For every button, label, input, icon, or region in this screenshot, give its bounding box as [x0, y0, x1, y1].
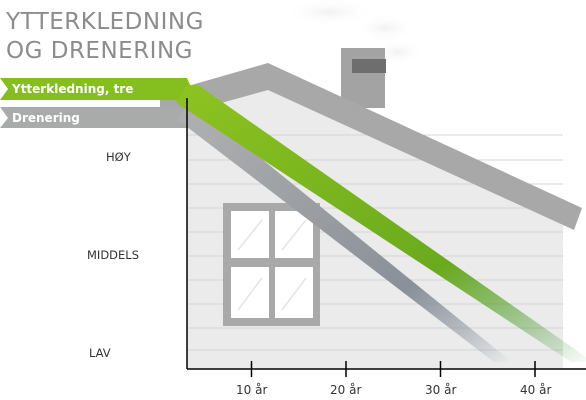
legend [0, 78, 197, 128]
series-band-ytterkledning [176, 85, 586, 362]
chimney-top [352, 59, 386, 73]
x-tick-label-10: 10 år [236, 383, 268, 397]
y-tick-label-hoy: HØY [106, 150, 131, 164]
legend-label-drenering: Drenering [12, 111, 80, 125]
chart-title-line-2: OG DRENERING [6, 38, 193, 64]
x-tick-label-30: 30 år [425, 383, 457, 397]
chimney [341, 48, 385, 108]
legend-ribbon-drenering [0, 107, 192, 128]
legend-label-ytterkledning: Ytterkledning, tre [12, 82, 134, 96]
x-tick-label-20: 20 år [330, 383, 362, 397]
roof [160, 63, 582, 230]
chart-title-line-1: YTTERKLEDNING [6, 9, 204, 35]
series-band-drenering [178, 105, 512, 363]
chart-title: YTTERKLEDNING OG DRENERING [6, 8, 204, 66]
window [223, 203, 320, 326]
legend-ribbon-ytterkledning [0, 78, 197, 100]
x-tick-label-40: 40 år [520, 383, 552, 397]
y-tick-label-lav: LAV [89, 346, 111, 360]
y-tick-label-middels: MIDDELS [87, 248, 139, 262]
